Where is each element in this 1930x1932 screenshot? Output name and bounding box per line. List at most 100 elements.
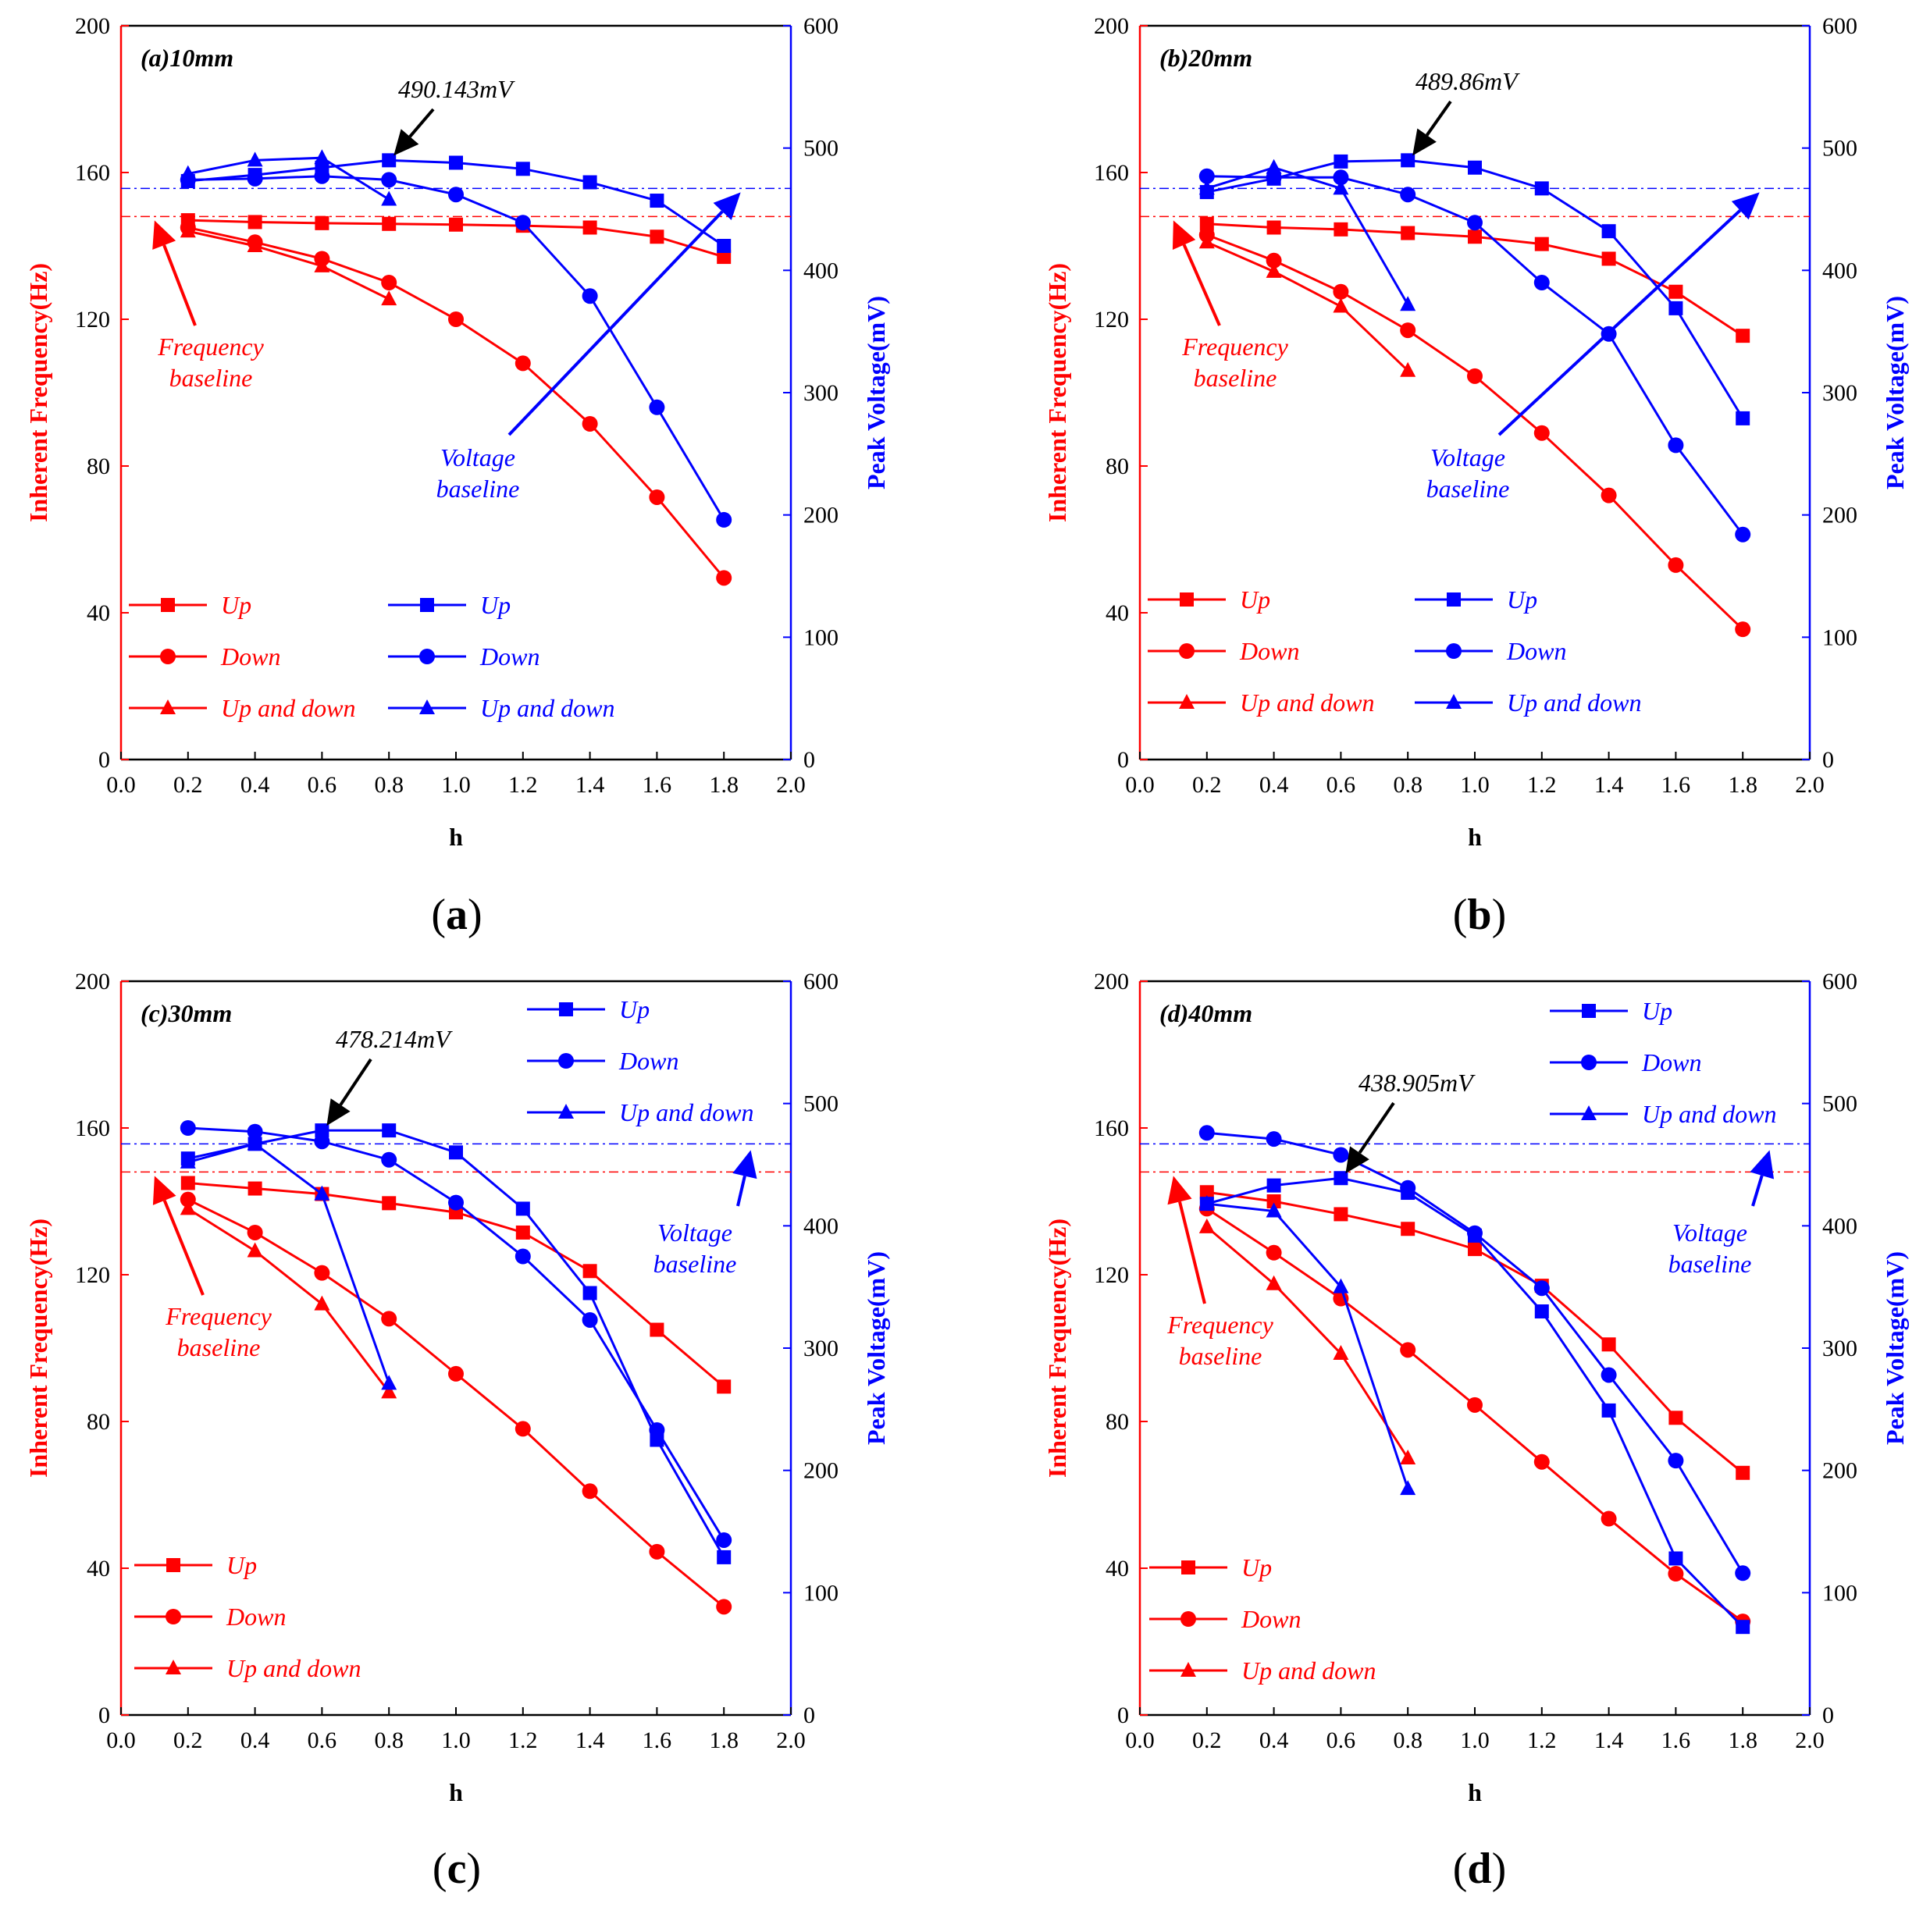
data-point <box>180 1120 196 1136</box>
legend-marker <box>1446 643 1462 659</box>
x-tick-label: 0.8 <box>374 1727 404 1753</box>
caption-letter: d <box>1467 1845 1491 1893</box>
data-point <box>314 1133 330 1150</box>
left-y-tick-label: 40 <box>1106 1556 1129 1582</box>
x-tick-label: 1.2 <box>508 1727 538 1753</box>
data-point <box>1198 180 1215 195</box>
data-point <box>1334 222 1348 237</box>
x-tick-label: 0.4 <box>1259 1727 1289 1753</box>
data-point <box>1534 1304 1549 1318</box>
series-frequency-triangle <box>1198 233 1416 377</box>
caption-close-paren: ) <box>466 1845 481 1893</box>
data-point <box>1601 1510 1617 1527</box>
right-y-axis-title: Peak Voltage(mV) <box>1881 296 1909 489</box>
data-point <box>1266 252 1282 269</box>
panel-title: (d)40mm <box>1159 999 1252 1027</box>
frequency-baseline-label: Frequency <box>1166 1311 1273 1339</box>
chart-panel-d: 0.0 0.2 0.4 0.6 0.8 1.0 1.2 1.4 1.6 1.8 2.00408012… <box>1043 969 1909 1893</box>
data-point <box>180 1200 196 1215</box>
data-point <box>448 311 464 327</box>
left-y-tick-label: 120 <box>1094 1262 1129 1288</box>
frequency-baseline-label: baseline <box>169 364 253 392</box>
data-point <box>1334 1171 1348 1186</box>
left-y-tick-label: 160 <box>1094 1115 1129 1141</box>
frequency-baseline-arrow-shaft <box>1178 1201 1206 1304</box>
voltage-baseline-label: Voltage <box>657 1219 732 1247</box>
data-point <box>582 288 598 304</box>
x-tick-label: 1.4 <box>575 772 605 798</box>
x-axis-title: h <box>1468 1778 1482 1806</box>
peak-arrow-head <box>326 1098 351 1126</box>
left-y-tick-label: 40 <box>87 600 110 626</box>
data-point <box>717 1379 732 1394</box>
right-y-axis-title: Peak Voltage(mV) <box>862 296 890 489</box>
panel-title: (a)10mm <box>141 44 233 72</box>
data-point <box>582 1264 597 1279</box>
series-frequency-circle <box>180 1191 732 1615</box>
right-y-tick-label: 600 <box>803 969 839 994</box>
frequency-baseline-arrow-head <box>152 220 176 250</box>
peak-arrow-head <box>393 129 419 156</box>
data-point <box>1533 275 1550 290</box>
data-point <box>180 222 196 238</box>
frequency-baseline-label: baseline <box>1194 364 1277 392</box>
data-point <box>314 149 330 165</box>
legend-label: Up and down <box>1240 688 1374 717</box>
data-point <box>1400 1480 1416 1496</box>
x-tick-label: 0.4 <box>240 1727 270 1753</box>
data-point <box>1668 1411 1683 1425</box>
series-frequency-triangle <box>180 1200 397 1399</box>
data-point <box>247 1181 262 1196</box>
data-point <box>449 217 463 232</box>
data-point <box>1668 284 1683 299</box>
legend-frequency: Up Down Up and down <box>1148 585 1374 717</box>
x-tick-label: 0.0 <box>106 772 136 798</box>
legend-marker <box>160 649 176 664</box>
x-tick-label: 1.6 <box>1661 772 1691 798</box>
series-line <box>1206 1131 1744 1574</box>
right-y-tick-label: 400 <box>1822 1213 1857 1239</box>
left-y-tick-label: 160 <box>75 160 110 186</box>
data-point <box>247 215 262 229</box>
panel-caption: (c) <box>433 1845 481 1893</box>
series-frequency-circle <box>1198 226 1751 638</box>
voltage-baseline-label: Voltage <box>1672 1219 1747 1247</box>
legend-marker <box>1447 592 1461 607</box>
data-point <box>1400 1179 1416 1196</box>
caption-open-paren: ( <box>431 891 446 939</box>
x-tick-label: 1.4 <box>575 1727 605 1753</box>
x-tick-label: 0.6 <box>1326 1727 1356 1753</box>
data-point <box>1401 1222 1415 1236</box>
data-point <box>1400 1450 1416 1464</box>
legend-label: Up <box>1507 585 1537 614</box>
series-voltage-circle <box>1198 1125 1751 1582</box>
data-point <box>649 1421 665 1438</box>
legend-marker <box>420 598 434 612</box>
series-line <box>1206 1202 1409 1489</box>
frequency-baseline-arrow-head <box>152 1176 176 1205</box>
data-point <box>381 1383 397 1399</box>
data-point <box>1467 1225 1483 1241</box>
data-point <box>1467 1397 1483 1413</box>
data-point <box>716 1599 732 1615</box>
right-y-tick-label: 100 <box>1822 624 1857 650</box>
legend-marker <box>559 1002 573 1016</box>
legend-marker <box>166 1609 181 1624</box>
legend-voltage: Up Down Up and down <box>527 995 753 1126</box>
legend-marker <box>1446 694 1462 709</box>
data-point <box>381 275 397 290</box>
frequency-baseline-arrow-head <box>1167 1176 1192 1205</box>
voltage-baseline-label: baseline <box>653 1250 737 1278</box>
legend-label: Up and down <box>1241 1656 1376 1685</box>
data-point <box>582 415 598 432</box>
panel-caption: (d) <box>1453 1845 1506 1893</box>
x-tick-label: 0.8 <box>1393 772 1423 798</box>
legend-label: Up <box>619 995 650 1023</box>
series-line <box>1206 166 1409 305</box>
series-line <box>1205 1208 1744 1623</box>
data-point <box>381 190 397 206</box>
series-frequency-square <box>1199 216 1750 343</box>
data-point <box>1735 621 1751 638</box>
legend-label: Down <box>226 1603 286 1631</box>
right-y-tick-label: 400 <box>803 258 839 283</box>
